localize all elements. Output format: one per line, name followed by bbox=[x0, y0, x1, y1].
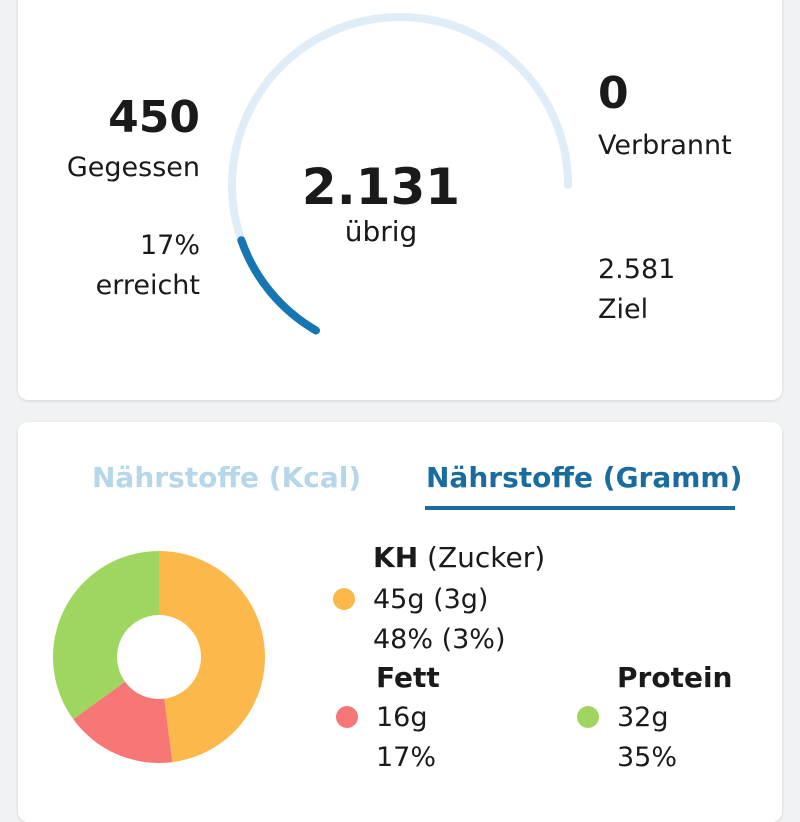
reached-label: erreicht bbox=[95, 270, 200, 301]
carbs-title: KH bbox=[373, 541, 419, 574]
eaten-label: Gegessen bbox=[66, 152, 200, 183]
carbs-sub: (Zucker) bbox=[427, 541, 546, 574]
reached-block: 17% erreicht bbox=[40, 226, 200, 306]
fat-color-dot bbox=[336, 706, 358, 728]
remaining-calories-label: übrig bbox=[344, 215, 418, 248]
protein-percent: 35% bbox=[617, 742, 678, 773]
legend-fat-title: Fett bbox=[376, 658, 440, 698]
tab-nutrients-grams[interactable]: Nährstoffe (Gramm) bbox=[426, 461, 743, 494]
calorie-gauge bbox=[228, 13, 572, 335]
legend-carbs-title: KH (Zucker) bbox=[373, 538, 545, 578]
protein-title: Protein bbox=[617, 661, 733, 694]
fat-title: Fett bbox=[376, 661, 440, 694]
burned-value: 0 bbox=[598, 68, 629, 119]
goal-label: Ziel bbox=[598, 294, 649, 325]
tab-nutrients-kcal[interactable]: Nährstoffe (Kcal) bbox=[92, 461, 362, 494]
goal-value: 2.581 bbox=[598, 254, 676, 285]
active-tab-indicator bbox=[425, 506, 735, 510]
burned-label: Verbrannt bbox=[598, 130, 732, 161]
gauge-progress bbox=[237, 236, 320, 335]
fat-grams: 16g bbox=[376, 702, 428, 733]
fat-percent: 17% bbox=[376, 742, 437, 773]
donut-slice-carbs bbox=[159, 551, 266, 763]
reached-percent: 17% bbox=[139, 230, 200, 261]
calorie-summary-card bbox=[18, 0, 782, 400]
carbs-color-dot bbox=[333, 588, 355, 610]
goal-block: 2.581 Ziel bbox=[598, 250, 675, 330]
protein-grams: 32g bbox=[617, 702, 669, 733]
carbs-grams: 45g (3g) bbox=[373, 584, 489, 615]
donut-slice-protein bbox=[53, 551, 160, 720]
eaten-value: 450 bbox=[108, 92, 200, 143]
macro-donut-chart bbox=[53, 551, 266, 764]
donut-slice-fat bbox=[73, 681, 173, 764]
carbs-percent: 48% (3%) bbox=[373, 624, 506, 655]
legend-protein-title: Protein bbox=[617, 658, 732, 698]
remaining-calories-value: 2.131 bbox=[301, 158, 461, 216]
protein-color-dot bbox=[577, 706, 599, 728]
